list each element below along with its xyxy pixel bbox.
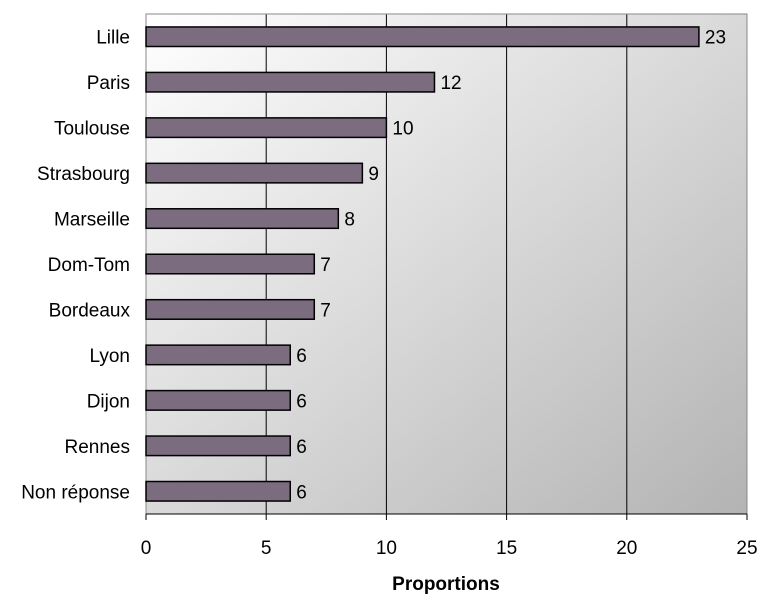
data-label: 6 bbox=[296, 482, 307, 503]
category-label: Bordeaux bbox=[49, 300, 131, 321]
bar bbox=[145, 253, 316, 275]
category-label: Marseille bbox=[54, 210, 130, 231]
category-label: Non réponse bbox=[21, 482, 130, 503]
category-label: Paris bbox=[87, 73, 130, 94]
category-label: Strasbourg bbox=[37, 164, 130, 185]
bar bbox=[145, 162, 364, 184]
data-label: 6 bbox=[296, 346, 307, 367]
bars bbox=[145, 26, 700, 502]
x-axis-title: Proportions bbox=[392, 574, 500, 595]
bar bbox=[145, 26, 700, 48]
data-label: 7 bbox=[320, 300, 331, 321]
bar bbox=[145, 435, 291, 457]
bar bbox=[145, 389, 291, 411]
x-tick-label: 0 bbox=[141, 538, 152, 559]
x-tick-label: 10 bbox=[376, 538, 397, 559]
data-label: 12 bbox=[440, 73, 461, 94]
bar bbox=[145, 71, 436, 93]
category-labels: Lille Paris Toulouse Strasbourg Marseille Dom… bbox=[21, 28, 130, 504]
category-label: Lille bbox=[96, 28, 130, 49]
category-label: Dijon bbox=[87, 391, 130, 412]
category-label: Lyon bbox=[90, 346, 131, 367]
data-label: 23 bbox=[705, 28, 726, 49]
gridlines bbox=[265, 14, 628, 514]
x-tick-label: 15 bbox=[496, 538, 517, 559]
category-label: Dom-Tom bbox=[48, 255, 130, 276]
bar bbox=[145, 344, 291, 366]
x-tick-label: 20 bbox=[616, 538, 637, 559]
x-tick-label: 25 bbox=[736, 538, 757, 559]
data-labels: 23 12 10 9 8 7 7 6 6 6 6 bbox=[296, 28, 726, 504]
data-label: 8 bbox=[344, 210, 355, 231]
data-label: 9 bbox=[368, 164, 379, 185]
data-label: 6 bbox=[296, 391, 307, 412]
data-label: 10 bbox=[392, 119, 413, 140]
category-label: Rennes bbox=[65, 437, 131, 458]
bar bbox=[145, 298, 316, 320]
x-tick-label: 5 bbox=[261, 538, 272, 559]
data-label: 7 bbox=[320, 255, 331, 276]
bar bbox=[145, 117, 388, 139]
bar bbox=[145, 480, 291, 502]
data-label: 6 bbox=[296, 437, 307, 458]
x-axis-ticks: 0 5 10 15 20 25 bbox=[141, 514, 758, 559]
category-label: Toulouse bbox=[54, 119, 130, 140]
bar bbox=[145, 208, 340, 230]
